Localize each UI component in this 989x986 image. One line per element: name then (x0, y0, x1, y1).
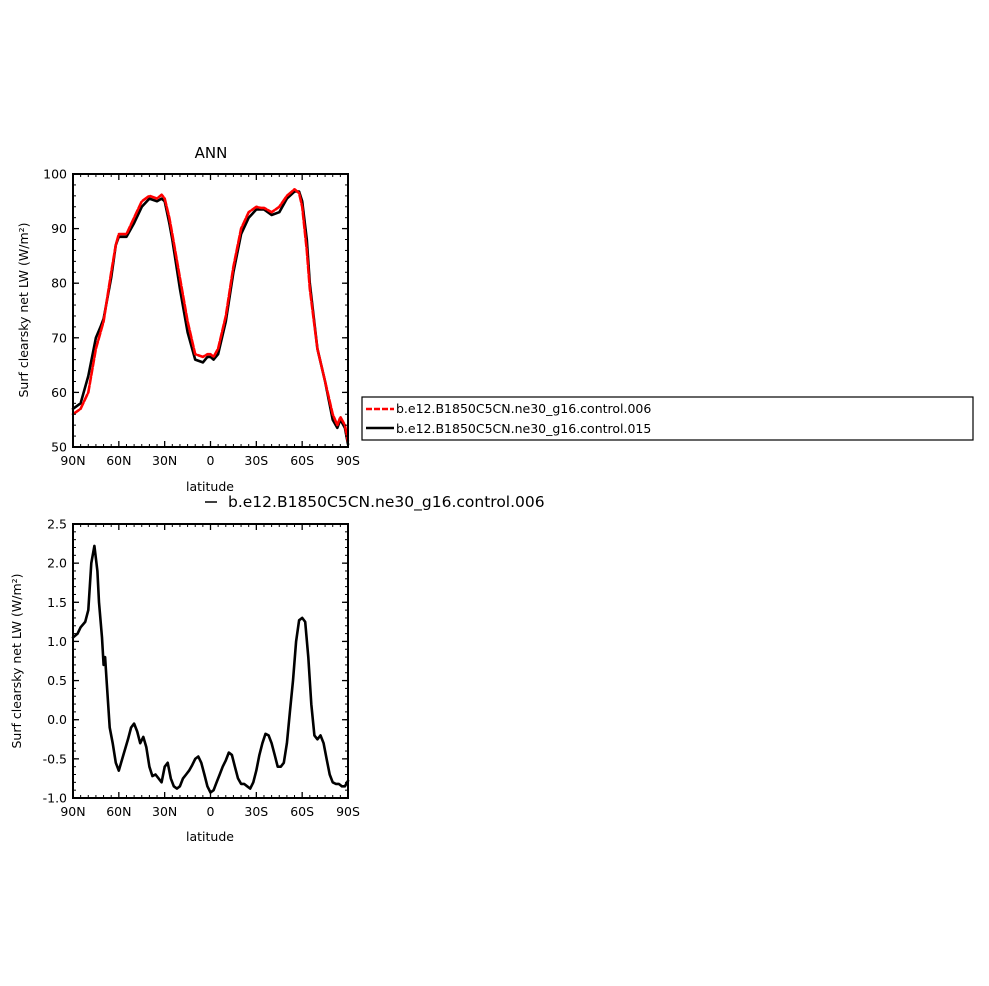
y-tick-label: 0.0 (47, 712, 67, 727)
x-tick-label: 60N (106, 804, 131, 819)
x-tick-label: 0 (207, 804, 215, 819)
top-chart-xlabel: latitude (186, 479, 234, 494)
x-tick-label: 30N (152, 453, 177, 468)
bottom-chart-title: b.e12.B1850C5CN.ne30_g16.control.006 (228, 493, 545, 512)
y-tick-label: 90 (51, 221, 67, 236)
top-chart-frame (72, 173, 349, 448)
y-tick-label: 1.5 (47, 595, 67, 610)
y-tick-label: 70 (51, 330, 67, 345)
x-tick-label: 30S (244, 804, 268, 819)
y-tick-label: 1.0 (47, 634, 67, 649)
bottom-chart-lines (71, 544, 350, 794)
top-chart-ylabel: Surf clearsky net LW (W/m²) (16, 222, 31, 397)
top-chart-title: ANN (195, 144, 228, 162)
x-tick-label: 60S (290, 453, 314, 468)
y-tick-label: -0.5 (43, 751, 67, 766)
x-tick-label: 60N (106, 453, 131, 468)
top-chart-ticks: 90N 60N 30N 0 30S 60S 90S 50 60 70 80 90 100 (43, 167, 360, 469)
legend-box (361, 396, 974, 441)
x-tick-label: 90S (336, 453, 360, 468)
y-tick-label: -1.0 (43, 791, 67, 806)
top-chart: ANN 90N 60N 30N 0 30S 60S 90S 50 60 70 80 90 100 lat… (16, 144, 360, 494)
x-tick-label: 60S (290, 804, 314, 819)
legend-label-006: b.e12.B1850C5CN.ne30_g16.control.006 (396, 401, 651, 416)
series-line-0 (71, 188, 350, 443)
bottom-chart-ticks: 90N 60N 30N 0 30S 60S 90S 2.5 2.0 1.5 1.0 0.5 0.0 -0.… (43, 517, 360, 820)
x-tick-label: 30N (152, 804, 177, 819)
x-tick-label: 30S (244, 453, 268, 468)
y-tick-label: 0.5 (47, 673, 67, 688)
y-tick-label: 2.0 (47, 556, 67, 571)
bottom-chart: b.e12.B1850C5CN.ne30_g16.control.006 90N… (9, 493, 545, 844)
series-line-1 (71, 190, 350, 446)
legend: b.e12.B1850C5CN.ne30_g16.control.006 b.e… (361, 396, 974, 441)
y-tick-label: 60 (51, 385, 67, 400)
y-tick-label: 80 (51, 276, 67, 291)
y-tick-label: 50 (51, 440, 67, 455)
legend-label-015: b.e12.B1850C5CN.ne30_g16.control.015 (396, 421, 651, 436)
top-chart-lines (71, 188, 350, 446)
series-line-0 (71, 544, 350, 794)
y-tick-label: 2.5 (47, 517, 67, 532)
x-tick-label: 0 (207, 453, 215, 468)
x-tick-label: 90N (60, 804, 85, 819)
x-tick-label: 90N (60, 453, 85, 468)
bottom-chart-xlabel: latitude (186, 829, 234, 844)
x-tick-label: 90S (336, 804, 360, 819)
y-tick-label: 100 (43, 167, 67, 182)
bottom-chart-ylabel: Surf clearsky net LW (W/m²) (9, 573, 24, 748)
